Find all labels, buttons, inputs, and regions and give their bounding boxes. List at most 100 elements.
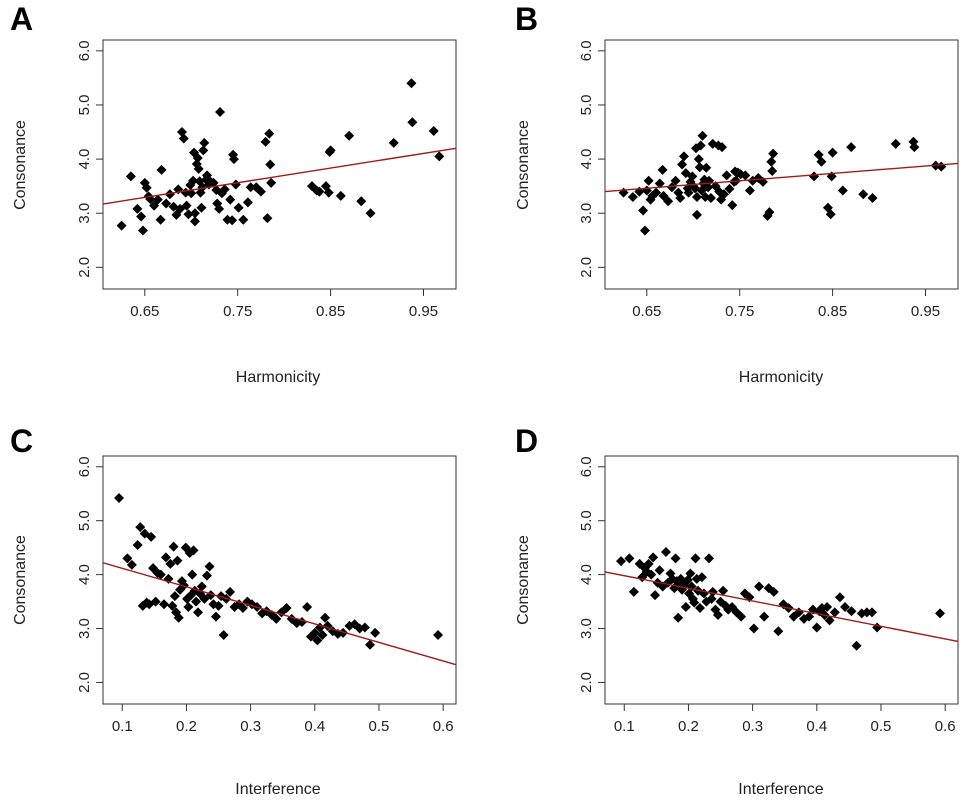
data-point xyxy=(773,626,784,637)
data-point xyxy=(262,213,273,224)
y-tick-label: 6.0 xyxy=(76,40,93,61)
regression-line xyxy=(604,571,959,643)
data-point xyxy=(677,159,688,170)
data-point xyxy=(858,189,869,200)
data-point xyxy=(165,558,176,569)
data-point xyxy=(189,208,200,219)
x-tick-label: 0.2 xyxy=(678,718,699,735)
data-point xyxy=(202,170,213,181)
data-point xyxy=(260,136,271,147)
x-tick-label: 0.5 xyxy=(369,718,390,735)
panel-letter: C xyxy=(10,423,33,459)
data-point xyxy=(215,106,226,117)
data-point xyxy=(183,209,194,220)
x-tick-label: 0.3 xyxy=(240,718,261,735)
x-tick-label: 0.5 xyxy=(871,718,892,735)
data-point xyxy=(335,190,346,201)
data-point xyxy=(718,189,729,200)
data-point xyxy=(271,613,282,624)
data-point xyxy=(370,627,381,638)
data-point xyxy=(181,200,192,211)
data-point xyxy=(317,629,328,640)
data-point xyxy=(616,556,627,567)
data-point xyxy=(680,601,691,612)
y-tick-label: 5.0 xyxy=(578,95,595,116)
x-tick-label: 0.1 xyxy=(112,718,133,735)
data-point xyxy=(238,214,249,225)
data-point xyxy=(388,137,399,148)
y-tick-label: 4.0 xyxy=(76,564,93,585)
data-point xyxy=(192,153,203,164)
data-point xyxy=(890,138,901,149)
y-axis-label: Consonance xyxy=(12,535,29,625)
plot-frame xyxy=(604,455,959,705)
data-point xyxy=(225,586,236,597)
data-point xyxy=(687,171,698,182)
data-point xyxy=(695,140,706,151)
data-point xyxy=(909,142,920,153)
y-tick-label: 3.0 xyxy=(76,618,93,639)
data-point xyxy=(152,194,163,205)
data-point xyxy=(678,151,689,162)
data-point xyxy=(407,117,418,128)
data-point xyxy=(193,163,204,174)
x-axis-label: Interference xyxy=(235,781,320,798)
x-tick-label: 0.65 xyxy=(632,303,661,320)
data-point xyxy=(227,215,238,226)
data-point xyxy=(364,639,375,650)
data-point xyxy=(116,220,127,231)
data-point xyxy=(689,597,700,608)
y-tick-label: 6.0 xyxy=(76,456,93,477)
data-point xyxy=(314,186,325,197)
x-tick-label: 0.1 xyxy=(614,718,635,735)
x-tick-label: 0.75 xyxy=(223,303,252,320)
y-tick-label: 6.0 xyxy=(578,456,595,477)
data-point xyxy=(158,599,169,610)
data-point xyxy=(705,193,716,204)
data-point xyxy=(816,156,827,167)
data-point xyxy=(189,216,200,227)
data-point xyxy=(643,175,654,186)
data-point xyxy=(137,225,148,236)
data-point xyxy=(433,629,444,640)
data-point xyxy=(767,165,778,176)
data-point xyxy=(312,635,323,646)
data-point xyxy=(188,545,199,556)
data-point xyxy=(325,145,336,156)
data-point xyxy=(834,592,845,603)
data-point xyxy=(169,591,180,602)
data-point xyxy=(150,596,161,607)
panel-a: A 0.65 0.75 0.85 0.95 2.0 3.0 4.0 5.0 6.0 Harmonic… xyxy=(10,1,457,386)
data-point xyxy=(365,208,376,219)
data-point xyxy=(740,170,751,181)
data-point xyxy=(811,622,822,633)
data-point xyxy=(406,78,417,89)
data-point xyxy=(172,555,183,566)
data-point xyxy=(356,196,367,207)
plot-frame xyxy=(102,39,457,290)
data-point xyxy=(648,552,659,563)
data-point xyxy=(748,623,759,634)
data-point xyxy=(744,185,755,196)
data-point xyxy=(344,130,355,141)
data-point xyxy=(155,569,166,580)
data-point xyxy=(643,558,654,569)
regression-line xyxy=(102,147,457,205)
y-axis-label: Consonance xyxy=(515,120,532,210)
data-point xyxy=(764,207,775,218)
data-point xyxy=(146,531,157,542)
data-point xyxy=(132,539,143,550)
x-tick-label: 0.75 xyxy=(725,303,754,320)
data-point xyxy=(132,203,143,214)
data-point xyxy=(114,493,125,504)
data-point xyxy=(685,568,696,579)
data-point xyxy=(703,553,714,564)
x-tick-label: 0.85 xyxy=(316,303,345,320)
data-point xyxy=(822,601,833,612)
data-point xyxy=(867,193,878,204)
data-point xyxy=(651,187,662,198)
data-point xyxy=(759,611,770,622)
data-point xyxy=(359,622,370,633)
x-tick-label: 0.6 xyxy=(433,718,454,735)
